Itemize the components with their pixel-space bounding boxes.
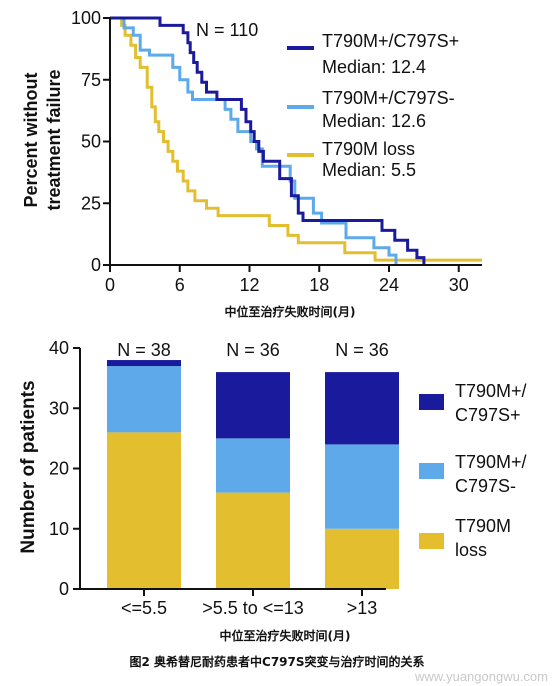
watermark: www.yuangongwu.com [414,669,548,684]
km-x-label: 中位至治疗失败时间(月) [225,304,356,319]
bar-y-tick-label: 20 [49,459,69,479]
km-legend-entry-t790m-loss: T790M loss Median: 5.5 [287,139,416,180]
km-legend-median: Median: 12.4 [322,57,426,77]
km-legend-median: Median: 5.5 [322,160,416,180]
bar-y-label: Number of patients [18,380,39,553]
km-y-tick-label: 100 [71,8,101,28]
km-y-tick-label: 25 [81,193,101,213]
bar-y-ticks: 0 10 20 30 40 [49,338,80,599]
km-legend-entry-c797s-pos: T790M+/C797S+ Median: 12.4 [287,31,459,77]
km-n-annotation: N = 110 [196,20,258,40]
bar-segment-t790m-c797s- [216,372,290,439]
km-x-tick-label: 18 [309,275,329,295]
km-y-ticks: 0 25 50 75 100 [71,8,110,275]
bar-y-tick-label: 40 [49,338,69,358]
bar-category-labels: <=5.5 >5.5 to <=13 >13 [121,589,377,618]
bar-legend-swatch [419,533,444,549]
km-x-tick-label: 6 [175,275,185,295]
km-curve-t790m-loss [110,16,482,262]
bar-legend-label-line2: loss [455,540,487,560]
km-x-tick-label: 0 [105,275,115,295]
bar-segment-t790m-loss [107,432,181,589]
bar-n-annotations: N = 38 N = 36 N = 36 [117,340,389,360]
km-legend-label: T790M loss [322,139,415,159]
bar-legend-label-line1: T790M+/ [455,452,527,472]
bar-legend-label-line1: T790M+/ [455,381,527,401]
km-legend-median: Median: 12.6 [322,111,426,131]
bar-legend-swatch [419,394,444,410]
bar-segment-t790m-loss [216,492,290,589]
km-y-label-line2: treatment failure [44,69,64,210]
bar-segment-t790m-c797s- [216,438,290,493]
bar-segments [107,360,399,589]
bar-category-label: >5.5 to <=13 [202,598,304,618]
bar-n-annotation: N = 36 [226,340,280,360]
bar-segment-t790m-c797s- [325,444,399,529]
bar-x-label: 中位至治疗失败时间(月) [220,628,351,643]
bar-legend-entry-c797s-neg: T790M+/ C797S- [419,452,527,496]
bar-legend-label-line1: T790M [455,516,511,536]
bar-legend: T790M+/ C797S+ T790M+/ C797S- T790M loss [419,381,527,560]
km-x-tick-label: 12 [239,275,259,295]
bar-y-tick-label: 30 [49,398,69,418]
km-y-label-line1: Percent without [21,72,41,207]
km-y-tick-label: 50 [81,132,101,152]
km-curves [110,16,482,265]
bar-legend-entry-t790m-loss: T790M loss [419,516,511,560]
km-curve-t790m-c797s-pos [110,16,426,265]
bar-category-label: <=5.5 [121,598,167,618]
bar-legend-entry-c797s-pos: T790M+/ C797S+ [419,381,527,425]
km-y-tick-label: 0 [91,255,101,275]
km-x-tick-label: 30 [449,275,469,295]
bar-segment-t790m-c797s- [325,372,399,445]
km-curve-t790m-c797s-neg [110,16,398,265]
km-y-tick-label: 75 [81,70,101,90]
bar-y-tick-label: 0 [59,579,69,599]
bar-legend-label-line2: C797S- [455,476,516,496]
km-x-ticks: 0 6 12 18 24 30 [105,265,469,295]
bar-y-tick-label: 10 [49,519,69,539]
km-legend: T790M+/C797S+ Median: 12.4 T790M+/C797S-… [287,31,459,180]
bar-legend-swatch [419,463,444,479]
figure-caption: 图2 奥希替尼耐药患者中C797S突变与治疗时间的关系 [129,654,424,669]
bar-legend-label-line2: C797S+ [455,405,521,425]
bar-category-label: >13 [347,598,378,618]
bar-segment-t790m-c797s- [107,366,181,433]
km-legend-entry-c797s-neg: T790M+/C797S- Median: 12.6 [287,88,455,131]
bar-segment-t790m-c797s- [107,360,181,367]
bar-segment-t790m-loss [325,528,399,589]
km-chart: 0 25 50 75 100 0 6 12 18 24 30 N = 110 Percent wi… [21,8,482,319]
km-legend-label: T790M+/C797S+ [322,31,459,51]
bar-n-annotation: N = 36 [335,340,389,360]
km-x-tick-label: 24 [379,275,399,295]
bar-n-annotation: N = 38 [117,340,171,360]
km-legend-label: T790M+/C797S- [322,88,455,108]
